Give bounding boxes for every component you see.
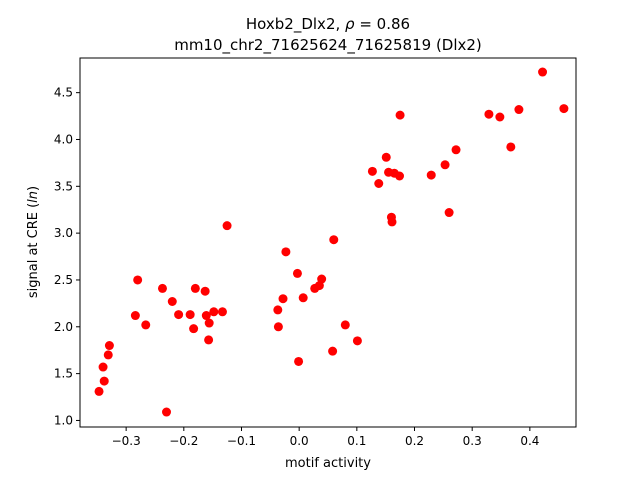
scatter-point [133,275,143,285]
scatter-point [426,170,436,180]
scatter-point [514,105,524,115]
chart-title-line2: mm10_chr2_71625624_71625819 (Dlx2) [174,36,482,55]
scatter-point [495,112,505,122]
scatter-point [317,274,327,284]
x-tick-label: −0.3 [112,434,141,448]
scatter-point [103,350,113,360]
scatter-point [141,320,151,330]
y-tick-label: 3.0 [54,226,73,240]
scatter-point [506,142,516,152]
y-tick-label: 1.0 [54,413,73,427]
x-tick-label: −0.1 [227,434,256,448]
scatter-point [201,311,211,321]
scatter-point [328,346,338,356]
scatter-point [278,294,288,304]
x-tick-label: 0.0 [290,434,309,448]
scatter-point [298,293,308,303]
scatter-point [99,376,109,386]
y-tick-label: 4.5 [54,86,73,100]
scatter-point [294,356,304,366]
scatter-point [395,110,405,120]
scatter-point [329,235,339,245]
scatter-point [451,145,461,155]
axis-ticks: −0.3 −0.2 −0.1 0.0 0.1 0.2 0.3 0.4 1.0 1.5 2.0 2.5 3… [54,86,540,448]
scatter-point [444,208,454,218]
scatter-point [130,311,140,321]
chart-title-line1: Hoxb2_Dlx2, ρ = 0.86 [246,15,410,34]
y-tick-label: 2.0 [54,320,73,334]
y-tick-label: 4.0 [54,132,73,146]
scatter-point [222,221,232,231]
y-tick-label: 1.5 [54,367,73,381]
scatter-point [273,305,283,315]
plot-frame [79,57,577,428]
scatter-point [162,407,172,417]
x-axis-label: motif activity [285,456,371,471]
scatter-point [273,322,283,332]
scatter-point [440,160,450,170]
scatter-point [98,362,108,372]
y-tick-label: 3.5 [54,179,73,193]
scatter-point [94,386,104,396]
scatter-point [352,336,362,346]
scatter-point [217,307,227,317]
scatter-point [157,283,167,293]
scatter-point [538,67,548,77]
x-tick-label: 0.4 [520,434,539,448]
scatter-point [185,310,195,320]
scatter-point [292,268,302,278]
scatter-point [559,104,569,114]
scatter-point [281,247,291,257]
scatter-point [209,307,219,317]
x-tick-label: −0.2 [169,434,198,448]
scatter-point [174,310,184,320]
y-axis-label: signal at CRE (ln) [26,186,41,298]
scatter-point [200,286,210,296]
scatter-point [367,166,377,176]
scatter-point [204,318,214,328]
scatter-point [387,217,397,227]
scatter-point [190,283,200,293]
x-tick-label: 0.2 [405,434,424,448]
scatter-point [381,152,391,162]
y-tick-label: 2.5 [54,273,73,287]
scatter-point [395,171,405,181]
scatter-point [104,341,114,351]
data-points [94,67,569,417]
scatter-point [167,297,177,307]
scatter-point [340,320,350,330]
scatter-point [204,335,214,345]
scatter-point [374,178,384,188]
scatter-point [484,109,494,119]
scatter-point [189,324,199,334]
x-tick-label: 0.1 [347,434,366,448]
x-tick-label: 0.3 [463,434,482,448]
